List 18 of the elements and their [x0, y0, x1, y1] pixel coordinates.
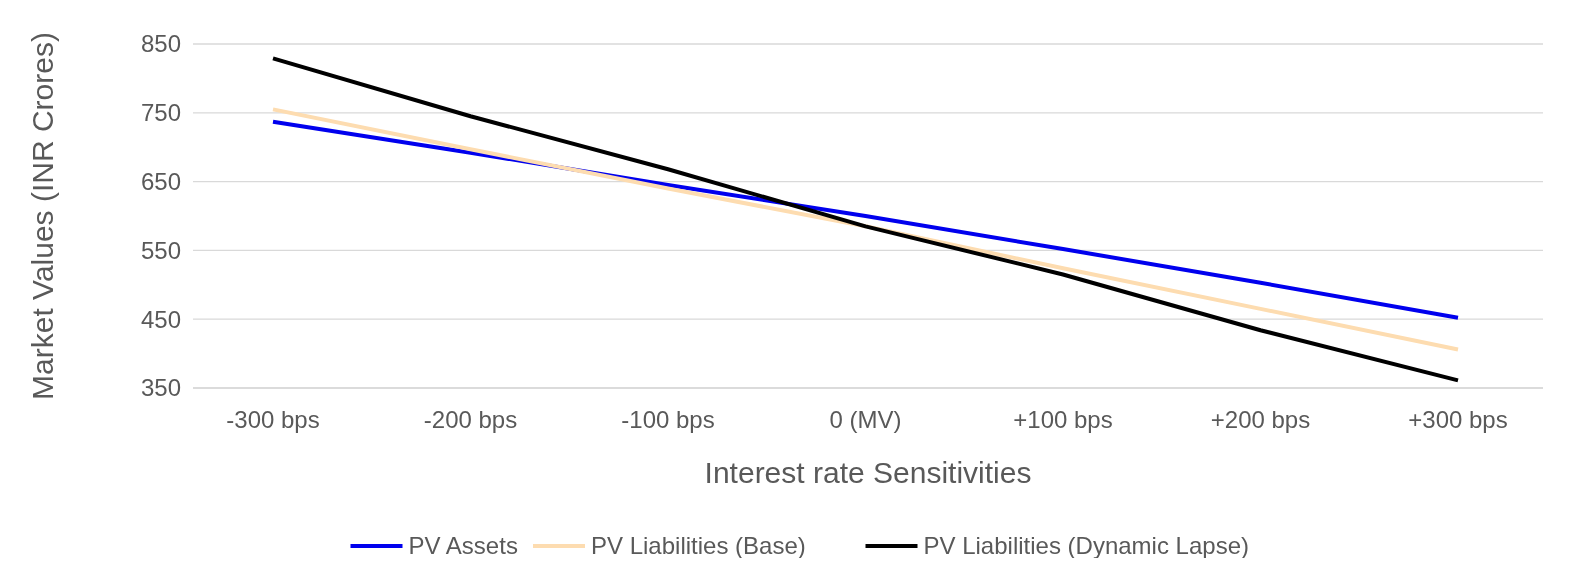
legend-label: PV Assets [408, 532, 518, 560]
x-tick-label: -200 bps [423, 406, 518, 433]
y-tick-label: 350 [140, 374, 181, 402]
x-tick-label: +200 bps [1210, 406, 1311, 433]
y-tick-label: 650 [140, 168, 181, 195]
x-tick-label: +100 bps [1013, 406, 1113, 433]
line-series [271, 56, 1460, 383]
y-tick-label: 750 [140, 99, 181, 127]
y-axis-title: Market Values (INR Crores) [26, 32, 59, 400]
y-tick-label: 850 [140, 30, 181, 58]
x-tick-label: -300 bps [226, 406, 320, 433]
y-tick-label: 450 [140, 305, 181, 333]
x-axis-title: Interest rate Sensitivities [704, 456, 1032, 489]
x-tick-label: -100 bps [621, 406, 715, 433]
y-tick-label: 550 [140, 236, 181, 264]
line-series [271, 107, 1460, 352]
x-tick-label: +300 bps [1408, 406, 1508, 433]
x-tick-label: 0 (MV) [829, 406, 902, 433]
